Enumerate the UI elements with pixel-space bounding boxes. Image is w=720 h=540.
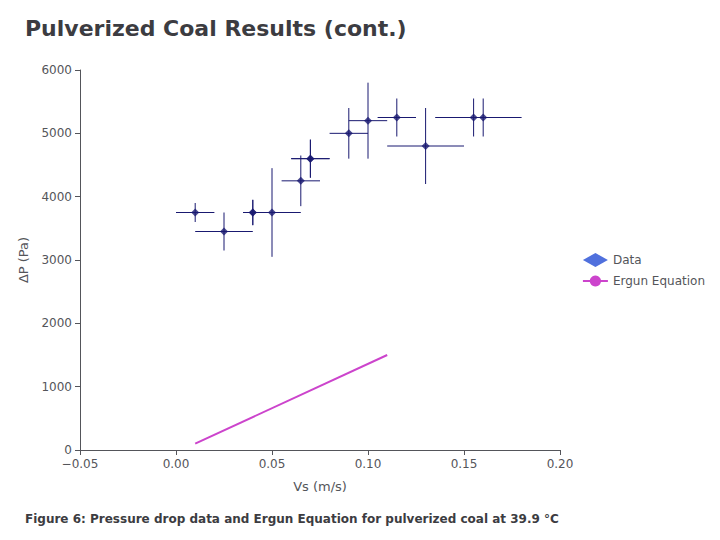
svg-text:0.15: 0.15 bbox=[451, 457, 478, 471]
svg-text:Figure 6: Pressure drop data a: Figure 6: Pressure drop data and Ergun E… bbox=[25, 512, 559, 526]
svg-text:4000: 4000 bbox=[41, 190, 72, 204]
svg-text:Ergun Equation: Ergun Equation bbox=[613, 274, 705, 288]
svg-text:0.00: 0.00 bbox=[163, 457, 190, 471]
svg-text:3000: 3000 bbox=[41, 253, 72, 267]
svg-text:0.05: 0.05 bbox=[259, 457, 286, 471]
svg-text:1000: 1000 bbox=[41, 380, 72, 394]
svg-text:Vs (m/s): Vs (m/s) bbox=[293, 479, 347, 494]
svg-text:0: 0 bbox=[64, 443, 72, 457]
svg-text:Data: Data bbox=[613, 253, 642, 267]
svg-text:2000: 2000 bbox=[41, 316, 72, 330]
svg-text:6000: 6000 bbox=[41, 63, 72, 77]
svg-text:0.10: 0.10 bbox=[355, 457, 382, 471]
svg-text:ΔP (Pa): ΔP (Pa) bbox=[16, 237, 31, 283]
svg-text:0.20: 0.20 bbox=[547, 457, 574, 471]
svg-text:−0.05: −0.05 bbox=[62, 457, 99, 471]
svg-text:Pulverized Coal Results (cont.: Pulverized Coal Results (cont.) bbox=[25, 16, 407, 41]
svg-text:5000: 5000 bbox=[41, 126, 72, 140]
